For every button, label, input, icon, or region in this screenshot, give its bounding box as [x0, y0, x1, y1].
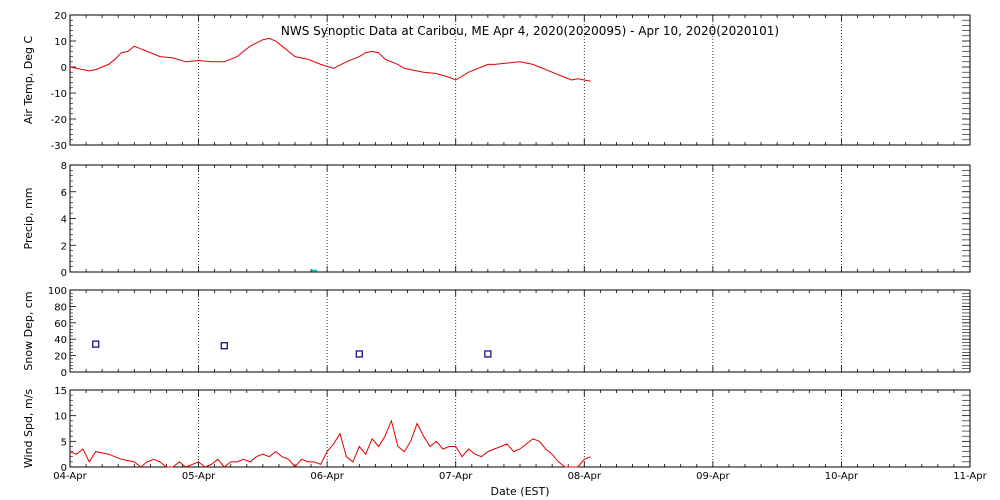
snow-depth-marker	[355, 350, 363, 358]
x-tick-label: 05-Apr	[182, 471, 216, 482]
y-tick-label: 10	[54, 37, 67, 48]
panel-4: 0 5 10 15 Wind Spd, m/s 04-Apr 05-Apr 06-Apr 07-…	[22, 386, 988, 482]
y-tick-label: 40	[54, 335, 67, 346]
y-tick-label: 0	[61, 63, 67, 74]
y-tick-label: 80	[54, 302, 67, 313]
series-line	[69, 419, 591, 468]
chart-title: NWS Synoptic Data at Caribou, ME Apr 4, …	[281, 24, 779, 38]
x-tick-label: 06-Apr	[310, 471, 344, 482]
y-tick-label: 0	[61, 268, 67, 279]
y-tick-label: -10	[51, 89, 67, 100]
y-tick-label: 100	[48, 286, 67, 297]
panel-3: 0 20 40 60 80 100 Snow Dep, cm	[22, 286, 971, 379]
y-tick-label: 20	[54, 352, 67, 363]
y-tick-label: 4	[61, 215, 67, 226]
y-axis-label: Precip, mm	[22, 188, 35, 250]
x-tick-label: 10-Apr	[825, 471, 859, 482]
x-tick-label: 11-Apr	[953, 471, 987, 482]
y-tick-label: 60	[54, 319, 67, 330]
x-tick-label: 08-Apr	[568, 471, 602, 482]
y-axis-label: Snow Dep, cm	[22, 291, 35, 370]
series-line	[69, 37, 591, 82]
x-tick-label: 07-Apr	[439, 471, 473, 482]
x-tick-label: 04-Apr	[53, 471, 87, 482]
snow-depth-marker	[92, 340, 100, 348]
y-axis-label: Air Temp, Deg C	[22, 36, 35, 125]
panel-1: -30 -20 -10 0 10 20 Air Temp, Deg C	[22, 11, 971, 152]
y-tick-label: 6	[61, 188, 67, 199]
y-tick-label: 0	[61, 463, 67, 474]
y-axis-label: Wind Spd, m/s	[22, 389, 35, 469]
snow-depth-marker	[484, 350, 492, 358]
chart-panels: -30 -20 -10 0 10 20 Air Temp, Deg C 0 2 4 6 8 Precip…	[22, 11, 988, 482]
y-tick-label: 2	[61, 241, 67, 252]
y-tick-label: -30	[51, 141, 67, 152]
y-tick-label: 15	[54, 386, 67, 397]
y-tick-label: 8	[61, 161, 67, 172]
x-axis-label: Date (EST)	[490, 485, 549, 498]
y-tick-label: -20	[51, 115, 67, 126]
panel-2: 0 2 4 6 8 Precip, mm	[22, 161, 971, 279]
y-tick-label: 5	[61, 437, 67, 448]
x-tick-label: 09-Apr	[696, 471, 730, 482]
precip-bar	[311, 269, 318, 272]
y-tick-label: 10	[54, 412, 67, 423]
y-tick-label: 20	[54, 11, 67, 22]
snow-depth-marker	[220, 342, 228, 350]
y-tick-label: 0	[61, 368, 67, 379]
